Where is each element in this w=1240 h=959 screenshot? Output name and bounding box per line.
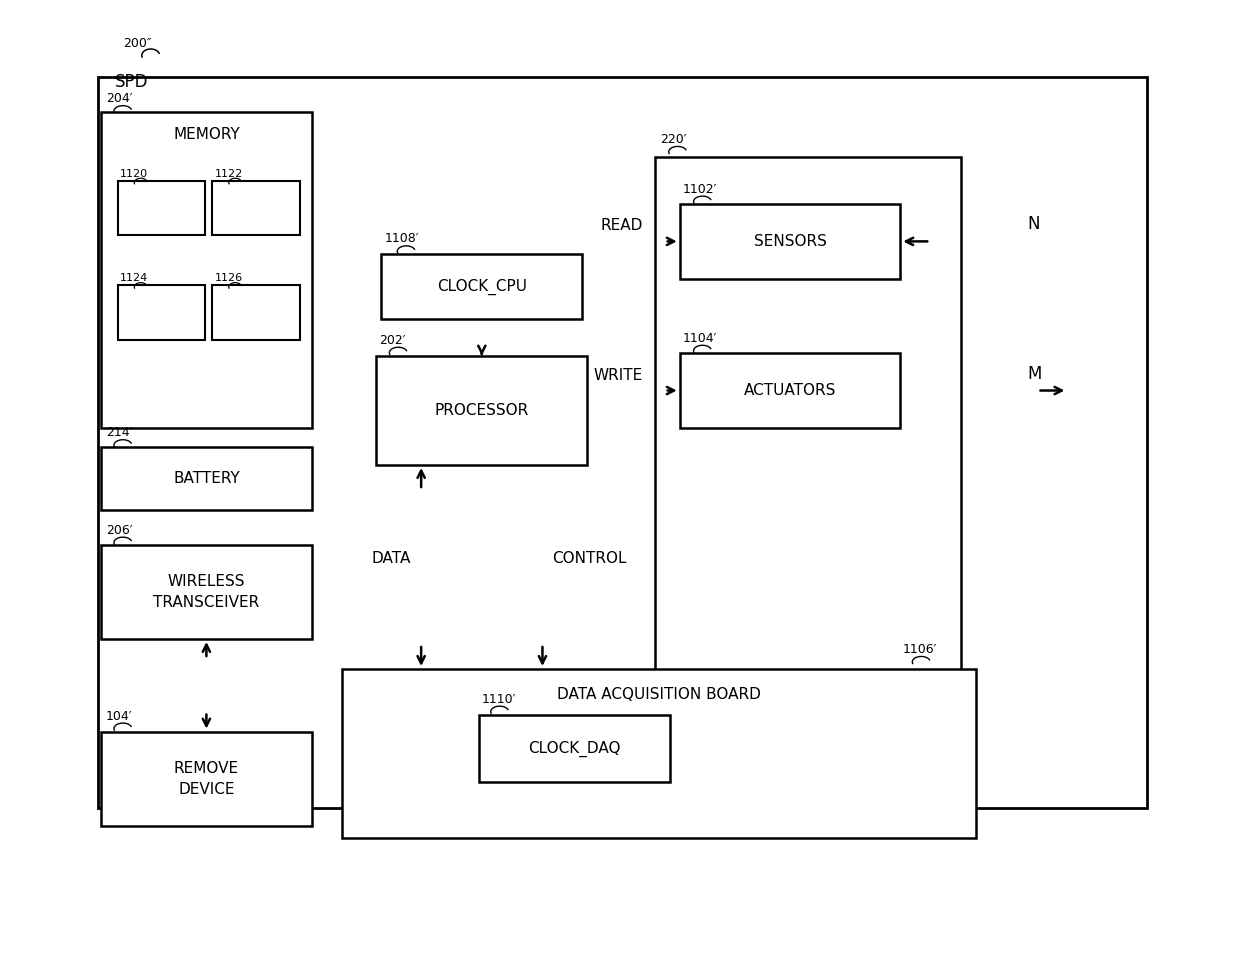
Text: BATTERY: BATTERY [174, 471, 239, 486]
Text: 204′: 204′ [105, 92, 133, 105]
FancyBboxPatch shape [342, 668, 976, 838]
FancyBboxPatch shape [479, 714, 670, 783]
Text: CLOCK_DAQ: CLOCK_DAQ [528, 740, 620, 757]
FancyBboxPatch shape [100, 447, 311, 510]
Text: PROCESSOR: PROCESSOR [435, 403, 529, 418]
Text: SPD: SPD [115, 73, 149, 91]
FancyBboxPatch shape [98, 78, 1147, 808]
Text: 214′: 214′ [105, 426, 133, 439]
FancyBboxPatch shape [655, 157, 961, 699]
Text: CLOCK_CPU: CLOCK_CPU [436, 278, 527, 294]
Text: 1108′: 1108′ [384, 232, 419, 246]
Text: MEMORY: MEMORY [174, 127, 239, 142]
FancyBboxPatch shape [100, 112, 311, 429]
Text: N: N [1028, 216, 1040, 233]
Text: DATA: DATA [372, 551, 412, 566]
Text: 1122: 1122 [215, 169, 243, 178]
FancyBboxPatch shape [118, 285, 206, 339]
Text: 104′: 104′ [105, 710, 133, 722]
Text: CONTROL: CONTROL [552, 551, 627, 566]
FancyBboxPatch shape [382, 254, 583, 319]
Text: 1110′: 1110′ [482, 692, 516, 706]
Text: ACTUATORS: ACTUATORS [744, 383, 836, 398]
FancyBboxPatch shape [680, 353, 900, 429]
Text: 1126: 1126 [215, 273, 243, 283]
FancyBboxPatch shape [118, 180, 206, 235]
FancyBboxPatch shape [680, 203, 900, 279]
FancyBboxPatch shape [100, 545, 311, 639]
Text: 206′: 206′ [105, 524, 133, 537]
FancyBboxPatch shape [377, 356, 588, 465]
FancyBboxPatch shape [212, 285, 300, 339]
Text: REMOVE
DEVICE: REMOVE DEVICE [174, 760, 239, 797]
Text: 1120: 1120 [120, 169, 148, 178]
FancyBboxPatch shape [100, 732, 311, 826]
Text: 1102′: 1102′ [683, 182, 717, 196]
Text: 1104′: 1104′ [683, 332, 717, 345]
Text: READ: READ [600, 219, 642, 233]
Text: 1124: 1124 [120, 273, 148, 283]
Text: WIRELESS
TRANSCEIVER: WIRELESS TRANSCEIVER [154, 573, 259, 610]
Text: SENSORS: SENSORS [754, 234, 826, 249]
Text: 200″: 200″ [123, 36, 151, 50]
Text: WRITE: WRITE [593, 367, 642, 383]
Text: M: M [1028, 364, 1042, 383]
Text: 202′: 202′ [379, 334, 405, 347]
FancyBboxPatch shape [212, 180, 300, 235]
Text: DATA ACQUISITION BOARD: DATA ACQUISITION BOARD [557, 687, 760, 702]
Text: 1106′: 1106′ [903, 643, 937, 656]
Text: 220′: 220′ [660, 133, 687, 146]
